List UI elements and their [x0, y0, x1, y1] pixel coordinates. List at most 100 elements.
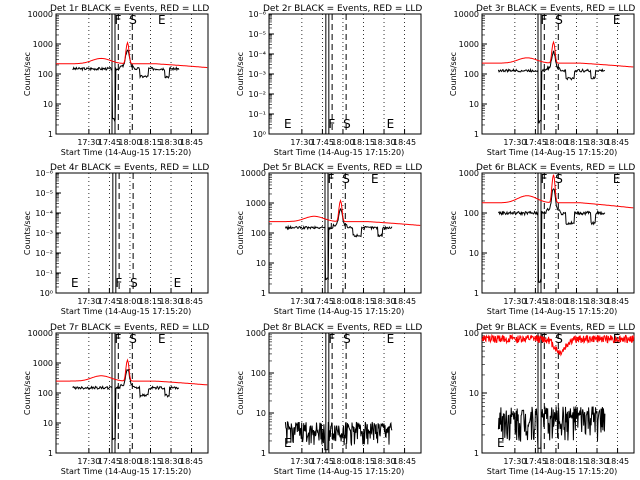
marker-label-S: S [343, 117, 351, 131]
panel-title: Det 8r BLACK = Events, RED = LLD [263, 323, 422, 333]
marker-label-E: E [158, 13, 166, 27]
y-tick-label: 10 [256, 409, 266, 418]
y-tick-label: 100 [38, 389, 53, 398]
panel-title: Det 9r BLACK = Events, RED = LLD [476, 323, 635, 333]
y-tick-label: 10⁻⁵ [35, 189, 53, 198]
x-tick-label: 18:00 [118, 297, 141, 306]
y-tick-label: 1000 [459, 169, 479, 178]
y-axis-label: Counts/sec [23, 211, 32, 255]
panel-title: Det 4r BLACK = Events, RED = LLD [50, 163, 209, 173]
x-tick-label: 17:30 [290, 138, 313, 147]
marker-label-E: E [497, 436, 505, 450]
y-tick-label: 10⁰ [40, 289, 53, 298]
x-axis-label: Start Time (14-Aug-15 17:15:20) [487, 467, 618, 476]
y-tick-label: 10⁻⁴ [248, 50, 266, 59]
y-axis-label: Counts/sec [236, 52, 245, 96]
y-tick-label: 100 [38, 70, 53, 79]
series-lld [482, 40, 634, 68]
marker-label-S: S [555, 13, 563, 27]
y-axis-label: Counts/sec [236, 371, 245, 415]
series-events [497, 188, 606, 284]
marker-label-E: E [174, 276, 182, 290]
y-tick-label: 10 [469, 389, 479, 398]
x-tick-label: 18:45 [180, 297, 203, 306]
marker-label-S: S [342, 172, 350, 186]
y-axis-label: Counts/sec [449, 371, 458, 415]
x-tick-label: 18:45 [180, 138, 203, 147]
y-tick-label: 1 [48, 449, 53, 458]
x-tick-label: 17:30 [77, 297, 100, 306]
x-tick-label: 17:45 [524, 297, 547, 306]
y-tick-label: 1 [48, 130, 53, 139]
x-axis-label: Start Time (14-Aug-15 17:15:20) [274, 307, 405, 316]
x-tick-label: 18:15 [565, 297, 588, 306]
panel-det-8: Det 8r BLACK = Events, RED = LLD 1 10 100 10… [236, 323, 422, 476]
y-tick-label: 1 [474, 449, 479, 458]
x-tick-label: 17:45 [98, 138, 121, 147]
x-tick-label: 17:45 [311, 138, 334, 147]
y-axis-label: Counts/sec [23, 52, 32, 96]
x-tick-label: 18:45 [393, 297, 416, 306]
x-tick-label: 18:00 [118, 138, 141, 147]
y-tick-label: 1000 [33, 40, 53, 49]
plot-frame [268, 332, 422, 454]
marker-label-E: E [387, 332, 395, 346]
series-lld [481, 333, 635, 357]
marker-label-S: S [555, 332, 563, 346]
x-tick-label: 18:45 [393, 457, 416, 466]
y-tick-label: 10 [469, 100, 479, 109]
x-axis-label: Start Time (14-Aug-15 17:15:20) [61, 148, 192, 157]
y-axis-label: Counts/sec [236, 211, 245, 255]
x-tick-label: 17:45 [98, 457, 121, 466]
y-tick-label: 10⁻¹ [248, 110, 266, 119]
series-lld [269, 198, 421, 226]
panel-det-7: Det 7r BLACK = Events, RED = LLD 1 10 100 10… [23, 323, 209, 476]
y-tick-label: 10⁻⁴ [35, 209, 53, 218]
series-lld [56, 358, 208, 386]
y-axis-label: Counts/sec [449, 52, 458, 96]
x-tick-label: 17:45 [524, 138, 547, 147]
y-tick-label: 10 [469, 249, 479, 258]
x-tick-label: 18:15 [139, 457, 162, 466]
marker-label-E: E [371, 172, 379, 186]
y-axis-label: Counts/sec [23, 371, 32, 415]
y-tick-label: 10⁻² [35, 249, 53, 258]
series-lld [56, 41, 208, 69]
y-tick-label: 100 [464, 70, 479, 79]
x-tick-label: 17:45 [311, 297, 334, 306]
x-axis-label: Start Time (14-Aug-15 17:15:20) [274, 148, 405, 157]
panel-det-3: Det 3r BLACK = Events, RED = LLD 1 10 100 10… [449, 4, 635, 157]
series-events [72, 49, 180, 122]
x-tick-label: 17:30 [77, 138, 100, 147]
x-tick-label: 17:30 [503, 138, 526, 147]
x-tick-label: 18:00 [331, 297, 354, 306]
x-axis-label: Start Time (14-Aug-15 17:15:20) [61, 467, 192, 476]
x-tick-label: 18:15 [565, 138, 588, 147]
x-tick-label: 17:30 [290, 297, 313, 306]
x-axis-label: Start Time (14-Aug-15 17:15:20) [274, 467, 405, 476]
x-tick-label: 18:45 [606, 457, 629, 466]
x-tick-label: 18:30 [372, 457, 395, 466]
panel-title: Det 6r BLACK = Events, RED = LLD [476, 163, 635, 173]
x-tick-label: 17:30 [503, 457, 526, 466]
x-tick-label: 18:15 [352, 457, 375, 466]
x-tick-label: 18:00 [544, 297, 567, 306]
x-tick-label: 18:00 [331, 138, 354, 147]
y-tick-label: 10 [43, 100, 53, 109]
x-axis-label: Start Time (14-Aug-15 17:15:20) [487, 148, 618, 157]
y-tick-label: 1 [261, 289, 266, 298]
x-tick-label: 18:30 [372, 138, 395, 147]
panel-det-2: Det 2r BLACK = Events, RED = LLD 10⁰ 10⁻¹ 1… [236, 4, 422, 157]
marker-label-S: S [129, 13, 137, 27]
marker-label-E: E [284, 436, 292, 450]
x-tick-label: 18:00 [544, 138, 567, 147]
plot-frame [55, 172, 209, 294]
panel-title: Det 1r BLACK = Events, RED = LLD [50, 4, 209, 14]
panel-det-1: Det 1r BLACK = Events, RED = LLD 1 10 100 10… [23, 4, 209, 157]
marker-label-S: S [343, 332, 351, 346]
panel-title: Det 7r BLACK = Events, RED = LLD [50, 323, 209, 333]
panel-det-6: Det 6r BLACK = Events, RED = LLD 1 10 100 10… [449, 163, 635, 316]
y-tick-label: 100 [251, 229, 266, 238]
y-tick-label: 10000 [454, 10, 479, 19]
